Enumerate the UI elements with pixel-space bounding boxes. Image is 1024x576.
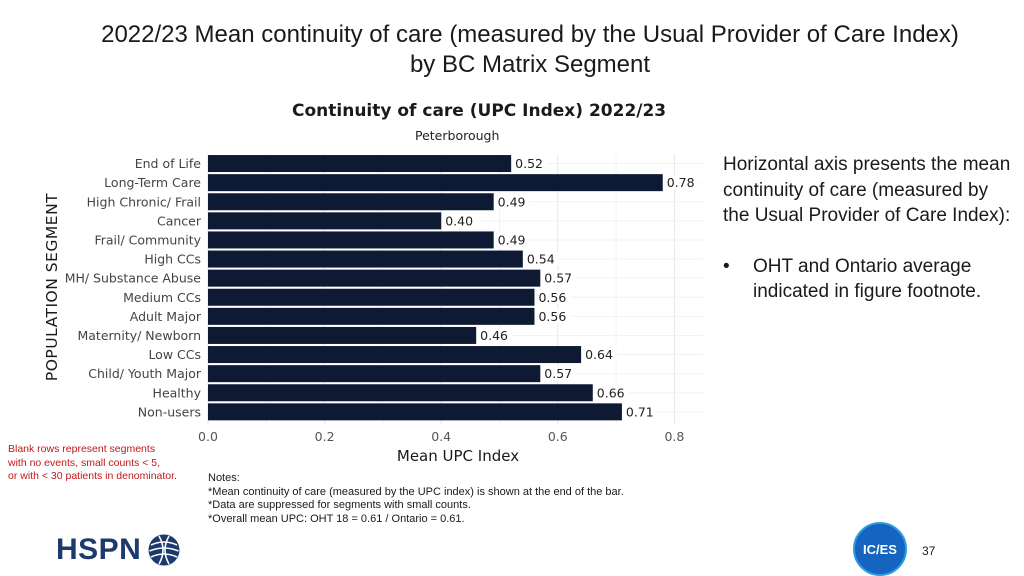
value-label: 0.46 [480, 328, 508, 343]
bar [208, 384, 593, 402]
value-label-background [664, 175, 699, 190]
category-label: Cancer [157, 213, 202, 228]
category-label: Healthy [153, 385, 202, 400]
hspn-wordmark: HSPN [56, 533, 142, 566]
value-label: 0.78 [667, 175, 695, 190]
bar [208, 326, 477, 344]
x-tick-label: 0.0 [198, 429, 218, 444]
chart-labels: 0.0 0.2 0.4 0.6 0.8 End of Life 0.52 Long-Term … [65, 156, 699, 444]
bar [208, 250, 523, 268]
chart-title: Continuity of care (UPC Index) 2022/23 [292, 101, 666, 121]
value-label: 0.49 [498, 194, 526, 209]
category-label: End of Life [135, 156, 202, 171]
value-label: 0.64 [585, 347, 613, 362]
value-label: 0.71 [626, 404, 654, 419]
value-label-background [495, 232, 530, 247]
category-label: High CCs [144, 252, 201, 267]
category-label: MH/ Substance Abuse [65, 271, 202, 286]
bar [208, 346, 582, 364]
x-tick-label: 0.6 [548, 429, 568, 444]
blank-note-line3: or with < 30 patients in denominator. [8, 470, 177, 482]
value-label-background [443, 213, 478, 228]
value-label-background [495, 194, 530, 209]
category-label: Medium CCs [123, 290, 201, 305]
page-number: 37 [922, 544, 936, 558]
bar [208, 174, 663, 192]
value-label: 0.54 [527, 252, 555, 267]
side-note-text: Horizontal axis presents the mean contin… [723, 154, 1011, 226]
x-tick-label: 0.4 [431, 429, 451, 444]
value-label-background [542, 271, 577, 286]
bar [208, 288, 535, 306]
value-label: 0.49 [498, 232, 526, 247]
value-label-background [542, 366, 577, 381]
bar [208, 307, 535, 325]
value-label-background [583, 347, 618, 362]
blank-note-line1: Blank rows represent segments [8, 443, 156, 455]
chart-bars [208, 155, 663, 421]
value-label: 0.57 [544, 366, 572, 381]
bar [208, 269, 541, 287]
value-label-background [623, 404, 658, 419]
slide-title-line2: by BC Matrix Segment [409, 51, 651, 78]
side-note-bullet-text: OHT and Ontario average indicated in fig… [753, 255, 982, 303]
category-label: Child/ Youth Major [88, 366, 202, 381]
value-label: 0.56 [538, 309, 566, 324]
value-label-background [524, 252, 559, 267]
category-label: Frail/ Community [94, 232, 201, 247]
value-label-background [594, 385, 629, 400]
bar [208, 231, 494, 249]
side-note: Horizontal axis presents the mean contin… [723, 152, 1013, 305]
value-label: 0.40 [445, 213, 473, 228]
value-label-background [536, 290, 571, 305]
value-label: 0.56 [538, 290, 566, 305]
ices-logo: IC/ES [853, 522, 907, 576]
notes-line1: *Mean continuity of care (measured by th… [208, 485, 624, 498]
notes-line3: *Overall mean UPC: OHT 18 = 0.61 / Ontar… [208, 512, 465, 525]
notes-line2: *Data are suppressed for segments with s… [208, 499, 471, 511]
bar [208, 403, 622, 421]
hspn-logo: HSPN [56, 530, 181, 570]
value-label-background [536, 309, 571, 324]
x-axis-title: Mean UPC Index [397, 447, 519, 465]
blank-note-line2: with no events, small counts < 5, [8, 456, 161, 469]
category-label: High Chronic/ Frail [87, 194, 201, 209]
side-note-bullet: • OHT and Ontario average indicated in f… [723, 254, 1013, 305]
ices-wordmark: IC/ES [863, 542, 897, 557]
bullet-icon: • [723, 255, 730, 277]
bar [208, 193, 494, 211]
notes-heading: Notes: [208, 472, 240, 484]
chart-subtitle: Peterborough [415, 128, 499, 143]
bar [208, 155, 512, 173]
slide-title-line1: 2022/23 Mean continuity of care (measure… [101, 21, 959, 48]
value-label: 0.52 [515, 156, 543, 171]
category-label: Long-Term Care [104, 175, 201, 190]
category-label: Maternity/ Newborn [77, 328, 201, 343]
y-axis-title: POPULATION SEGMENT [43, 193, 61, 381]
bar [208, 365, 541, 383]
value-label: 0.66 [597, 385, 625, 400]
slide-title: 2022/23 Mean continuity of care (measure… [60, 20, 1000, 80]
globe-icon [148, 534, 180, 566]
category-label: Low CCs [148, 347, 201, 362]
bar [208, 212, 442, 230]
value-label: 0.57 [544, 271, 572, 286]
category-label: Non-users [138, 404, 201, 419]
value-label-background [513, 156, 548, 171]
category-label: Adult Major [130, 309, 202, 324]
x-tick-label: 0.2 [315, 429, 335, 444]
chart-notes: Notes: *Mean continuity of care (measure… [208, 472, 728, 526]
x-tick-label: 0.8 [664, 429, 684, 444]
value-label-background [478, 328, 513, 343]
blank-rows-note: Blank rows represent segments with no ev… [8, 443, 208, 484]
